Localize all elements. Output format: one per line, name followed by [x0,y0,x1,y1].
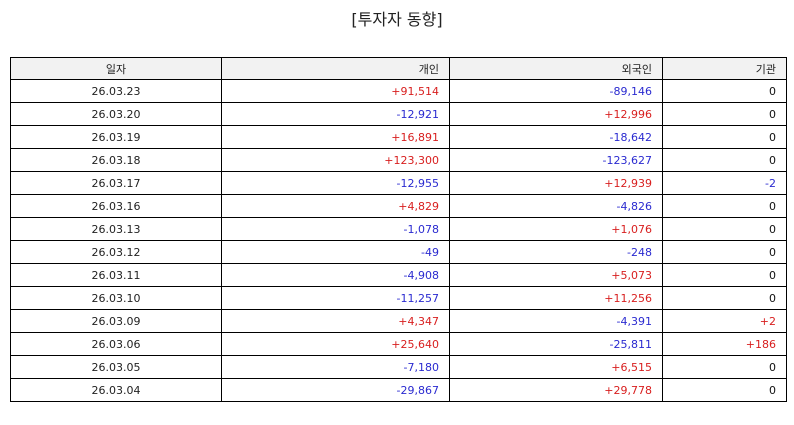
cell-institution: 0 [662,355,787,379]
table-row: 26.03.10 -11,257 +11,256 0 [10,286,787,310]
header-individual: 개인 [221,57,450,80]
cell-foreign: +1,076 [449,217,663,241]
cell-date: 26.03.20 [10,102,222,126]
table-row: 26.03.20 -12,921 +12,996 0 [10,102,787,126]
table-row: 26.03.19 +16,891 -18,642 0 [10,125,787,149]
cell-date: 26.03.05 [10,355,222,379]
table-row: 26.03.16 +4,829 -4,826 0 [10,194,787,218]
cell-institution: 0 [662,102,787,126]
cell-date: 26.03.17 [10,171,222,195]
cell-date: 26.03.04 [10,378,222,402]
cell-individual: +25,640 [221,332,450,356]
cell-foreign: -18,642 [449,125,663,149]
table-row: 26.03.06 +25,640 -25,811 +186 [10,332,787,356]
cell-institution: 0 [662,263,787,287]
cell-date: 26.03.10 [10,286,222,310]
cell-date: 26.03.18 [10,148,222,172]
cell-individual: -12,921 [221,102,450,126]
cell-individual: +91,514 [221,79,450,103]
header-foreign: 외국인 [449,57,663,80]
cell-foreign: -123,627 [449,148,663,172]
table-row: 26.03.04 -29,867 +29,778 0 [10,378,787,402]
header-institution: 기관 [662,57,787,80]
table-row: 26.03.11 -4,908 +5,073 0 [10,263,787,287]
cell-foreign: -89,146 [449,79,663,103]
cell-date: 26.03.23 [10,79,222,103]
cell-individual: +123,300 [221,148,450,172]
cell-individual: -29,867 [221,378,450,402]
page-title: [투자자 동향] [351,10,443,29]
cell-individual: +4,829 [221,194,450,218]
table-row: 26.03.09 +4,347 -4,391 +2 [10,309,787,333]
cell-date: 26.03.12 [10,240,222,264]
cell-foreign: +6,515 [449,355,663,379]
cell-institution: 0 [662,148,787,172]
cell-individual: -4,908 [221,263,450,287]
cell-individual: -1,078 [221,217,450,241]
cell-date: 26.03.09 [10,309,222,333]
cell-date: 26.03.11 [10,263,222,287]
header-date: 일자 [10,57,222,80]
cell-individual: -12,955 [221,171,450,195]
cell-institution: 0 [662,194,787,218]
table-row: 26.03.23 +91,514 -89,146 0 [10,79,787,103]
cell-institution: 0 [662,378,787,402]
cell-foreign: +12,996 [449,102,663,126]
cell-institution: 0 [662,79,787,103]
cell-institution: +186 [662,332,787,356]
cell-institution: 0 [662,217,787,241]
cell-foreign: +5,073 [449,263,663,287]
cell-institution: 0 [662,240,787,264]
table-row: 26.03.13 -1,078 +1,076 0 [10,217,787,241]
cell-institution: 0 [662,125,787,149]
cell-individual: +4,347 [221,309,450,333]
table-row: 26.03.12 -49 -248 0 [10,240,787,264]
cell-date: 26.03.16 [10,194,222,218]
cell-date: 26.03.19 [10,125,222,149]
cell-foreign: +12,939 [449,171,663,195]
table-row: 26.03.18 +123,300 -123,627 0 [10,148,787,172]
cell-foreign: -4,391 [449,309,663,333]
cell-foreign: -4,826 [449,194,663,218]
cell-institution: -2 [662,171,787,195]
cell-individual: -7,180 [221,355,450,379]
table-row: 26.03.05 -7,180 +6,515 0 [10,355,787,379]
cell-individual: -11,257 [221,286,450,310]
table-header-row: 일자 개인 외국인 기관 [10,57,787,80]
cell-foreign: +11,256 [449,286,663,310]
cell-foreign: +29,778 [449,378,663,402]
cell-institution: +2 [662,309,787,333]
cell-individual: +16,891 [221,125,450,149]
cell-date: 26.03.06 [10,332,222,356]
cell-individual: -49 [221,240,450,264]
cell-date: 26.03.13 [10,217,222,241]
cell-foreign: -248 [449,240,663,264]
table-row: 26.03.17 -12,955 +12,939 -2 [10,171,787,195]
investor-trend-table: 일자 개인 외국인 기관 26.03.23 +91,514 -89,146 0 26.0… [10,57,787,402]
cell-institution: 0 [662,286,787,310]
cell-foreign: -25,811 [449,332,663,356]
